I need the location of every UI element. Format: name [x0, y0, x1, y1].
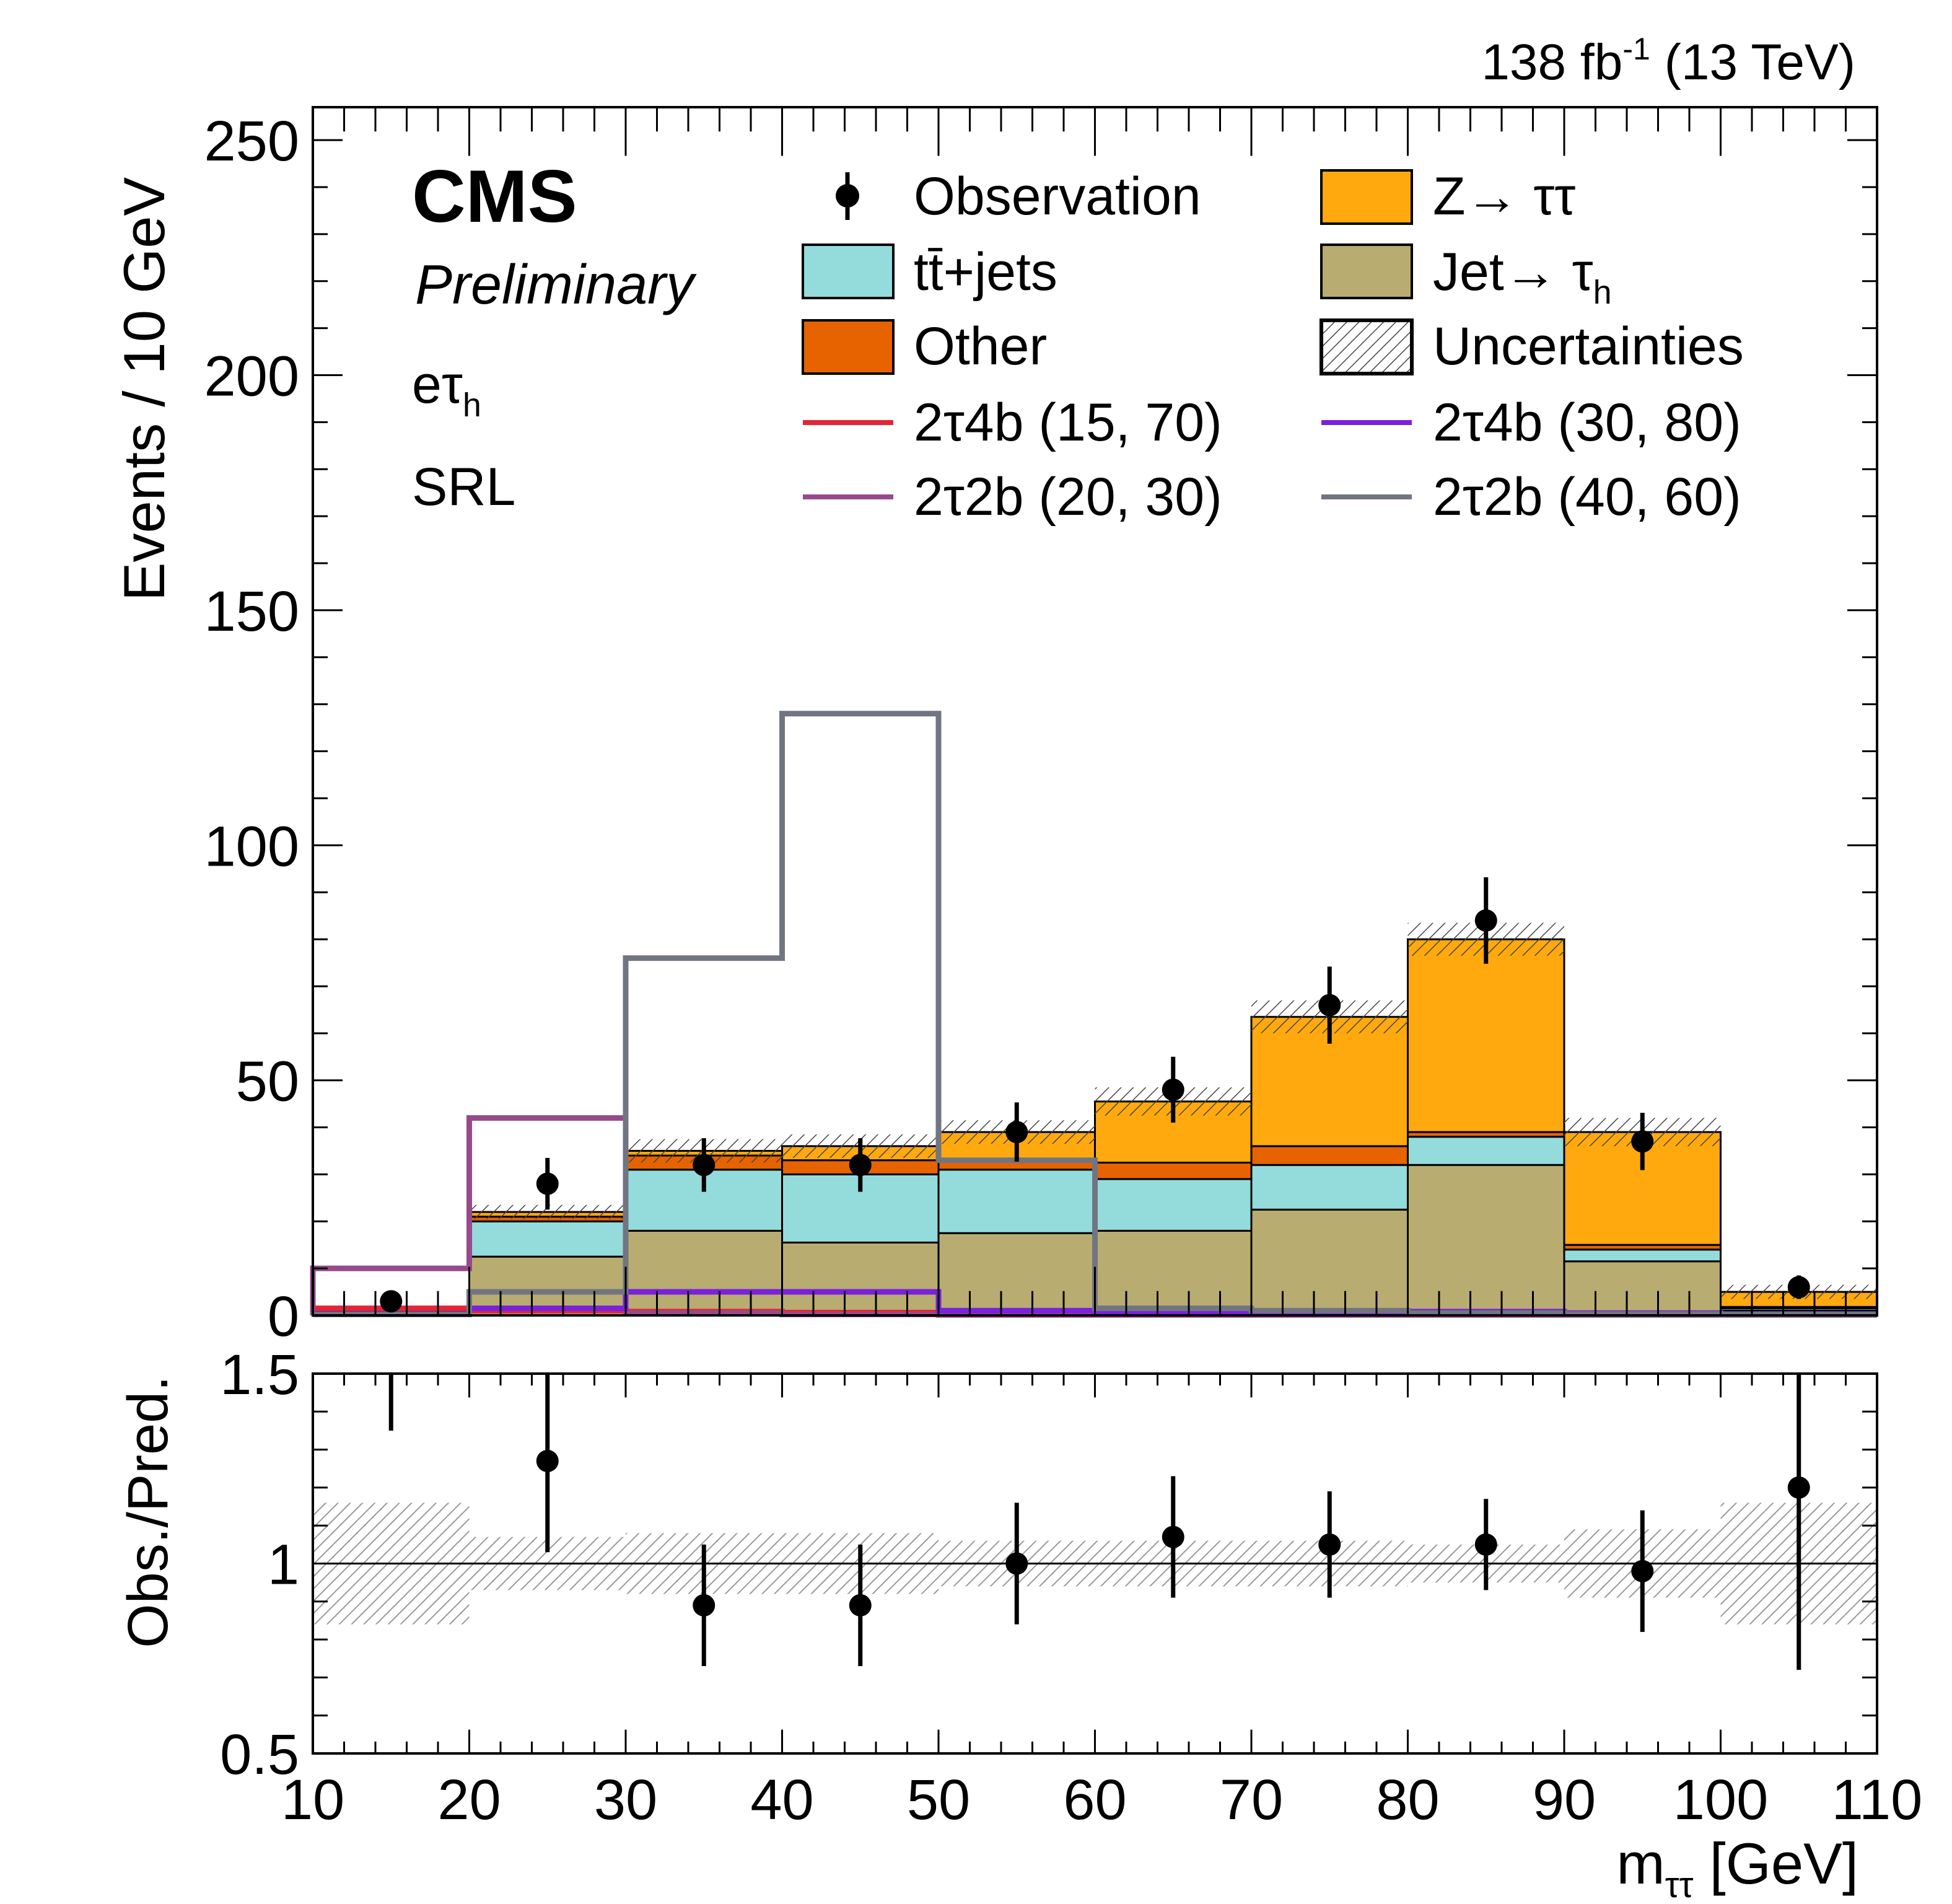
background-stack — [312, 938, 1878, 1317]
bar-other-5 — [1094, 1161, 1253, 1180]
ratio-point-9 — [1787, 1476, 1810, 1499]
ratio-points — [388, 1374, 1810, 1670]
legend-other: Other — [802, 317, 1047, 376]
ratio-point-8 — [1631, 1560, 1654, 1582]
bar-jet-8 — [1563, 1260, 1722, 1317]
y-tick-label: 200 — [204, 345, 300, 408]
x-axis-label: mττ [GeV] — [1616, 1831, 1858, 1904]
x-tick-label: 80 — [1376, 1768, 1439, 1832]
bar-jet-7 — [1407, 1164, 1565, 1317]
obs-point-7 — [1474, 909, 1497, 932]
x-tick-label: 30 — [594, 1768, 657, 1832]
bar-jet-5 — [1094, 1229, 1253, 1317]
bar-jet-3 — [781, 1241, 940, 1317]
obs-point-8 — [1631, 1130, 1654, 1153]
bar-jet-2 — [624, 1229, 783, 1317]
obs-point-9 — [1787, 1276, 1810, 1299]
svg-text:tt̄+jets: tt̄+jets — [914, 242, 1057, 302]
x-tick-label: 50 — [907, 1768, 970, 1832]
svg-text:Observation: Observation — [914, 167, 1201, 226]
obs-point-3 — [849, 1154, 872, 1177]
svg-text:Z→ ττ: Z→ ττ — [1433, 167, 1575, 226]
y-tick-label: 250 — [204, 110, 300, 173]
obs-point-1 — [536, 1172, 559, 1195]
obs-point-6 — [1318, 994, 1341, 1017]
main-panel: 0 50 100 150 200 250 Events / 10 GeV — [112, 106, 1878, 1348]
legend: Observation tt̄+jets Other 2τ4b (15, 70)… — [802, 167, 1744, 527]
observation-points — [380, 877, 1810, 1313]
obs-point-2 — [693, 1154, 716, 1177]
ratio-point-3 — [849, 1594, 872, 1617]
x-tick-label: 70 — [1220, 1768, 1283, 1832]
status-label: Preliminary — [415, 254, 697, 316]
ratio-point-6 — [1318, 1533, 1341, 1556]
x-tick-label: 100 — [1673, 1768, 1769, 1832]
svg-text:2τ4b (15, 70): 2τ4b (15, 70) — [914, 393, 1222, 452]
ratio-axes: 0.5 1 1.5 10 20 30 40 50 60 70 80 90 100 110 — [220, 1343, 1922, 1832]
ratio-point-4 — [1005, 1552, 1028, 1575]
y-tick-label: 50 — [236, 1050, 299, 1113]
legend-observation: Observation — [836, 167, 1201, 226]
x-tick-label: 90 — [1533, 1768, 1596, 1832]
bar-ttjets-5 — [1094, 1178, 1253, 1232]
y-tick-label: 1 — [268, 1533, 299, 1597]
main-axes: 0 50 100 150 200 250 — [204, 106, 1878, 1348]
y-tick-label: 0 — [268, 1285, 299, 1348]
unc-band-1 — [469, 1204, 626, 1219]
x-tick-label: 20 — [437, 1768, 501, 1832]
legend-uncertainties: Uncertainties — [1320, 317, 1744, 376]
legend-sig-2t4b-15-70: 2τ4b (15, 70) — [803, 393, 1222, 452]
y-tick-label: 1.5 — [220, 1343, 299, 1406]
bar-other-6 — [1250, 1145, 1409, 1166]
ratio-point-7 — [1474, 1533, 1497, 1556]
ratio-point-1 — [536, 1449, 559, 1472]
x-tick-label: 40 — [750, 1768, 813, 1832]
svg-text:2τ2b (20, 30): 2τ2b (20, 30) — [914, 467, 1222, 527]
y-axis-label: Events / 10 GeV — [112, 177, 177, 601]
obs-point-5 — [1162, 1078, 1184, 1101]
legend-sig-2t2b-40-60: 2τ2b (40, 60) — [1321, 467, 1741, 527]
channel-label: eτh — [412, 355, 481, 424]
legend-jet: Jet→ τh — [1320, 242, 1612, 311]
bar-jet-6 — [1250, 1208, 1409, 1317]
y-tick-label: 0.5 — [220, 1723, 299, 1786]
bar-ttjets-1 — [468, 1220, 627, 1258]
experiment-label: CMS — [412, 155, 577, 238]
bar-ztt-7 — [1407, 938, 1565, 1133]
bar-ttjets-7 — [1407, 1136, 1565, 1166]
svg-text:2τ2b (40, 60): 2τ2b (40, 60) — [1433, 467, 1741, 527]
legend-ztt: Z→ ττ — [1320, 167, 1575, 226]
legend-ttjets: tt̄+jets — [802, 242, 1057, 302]
y-tick-label: 100 — [204, 815, 300, 878]
ratio-point-2 — [693, 1594, 716, 1617]
bar-ttjets-6 — [1250, 1164, 1409, 1211]
ratio-panel: 0.5 1 1.5 10 20 30 40 50 60 70 80 90 100 110 Obs./Pre… — [116, 1343, 1922, 1904]
obs-point-0 — [380, 1290, 403, 1313]
y-tick-label: 150 — [204, 580, 300, 643]
svg-text:Jet→ τh: Jet→ τh — [1433, 242, 1612, 311]
bar-ttjets-8 — [1563, 1248, 1722, 1263]
legend-sig-2t4b-30-80: 2τ4b (30, 80) — [1321, 393, 1741, 452]
ratio-point-5 — [1162, 1525, 1184, 1548]
svg-text:2τ4b (30, 80): 2τ4b (30, 80) — [1433, 393, 1741, 452]
bar-ttjets-4 — [937, 1169, 1096, 1234]
bar-jet-4 — [937, 1232, 1096, 1317]
svg-text:Other: Other — [914, 317, 1047, 376]
obs-point-4 — [1005, 1121, 1028, 1144]
legend-sig-2t2b-20-30: 2τ2b (20, 30) — [803, 467, 1222, 527]
ratio-y-axis-label: Obs./Pred. — [116, 1375, 180, 1648]
lumi-label: 138 fb-1 (13 TeV) — [1481, 32, 1855, 90]
x-tick-label: 60 — [1063, 1768, 1126, 1832]
region-label: SRL — [412, 457, 515, 517]
x-tick-label: 10 — [281, 1768, 344, 1832]
svg-text:Uncertainties: Uncertainties — [1433, 317, 1744, 376]
x-tick-label: 110 — [1832, 1768, 1923, 1832]
